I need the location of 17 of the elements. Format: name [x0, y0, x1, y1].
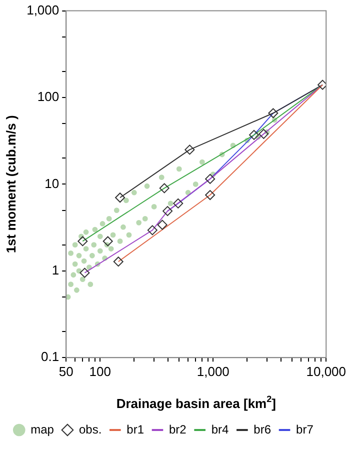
- legend-label: br2: [168, 422, 187, 436]
- y-tick-label: 1,000: [26, 2, 60, 18]
- legend-label: br1: [126, 422, 144, 436]
- y-axis-title: 1st moment (cub.m/s ): [3, 115, 18, 254]
- y-tick-label: 1: [52, 262, 60, 278]
- y-tick-label: 10: [44, 176, 60, 191]
- legend-label: obs.: [78, 422, 102, 436]
- legend-label: map: [30, 422, 54, 436]
- y-tick-label: 100: [37, 89, 60, 104]
- y-tick-label: 0.1: [41, 349, 60, 364]
- x-tick-label: 100: [89, 364, 111, 379]
- legend-label: br6: [254, 422, 272, 436]
- x-tick-label: 50: [58, 364, 74, 379]
- x-tick-label: 1,000: [196, 364, 230, 379]
- x-tick-label: 10,000: [306, 364, 346, 379]
- legend-label: br7: [296, 422, 314, 436]
- legend-label: br4: [211, 422, 230, 436]
